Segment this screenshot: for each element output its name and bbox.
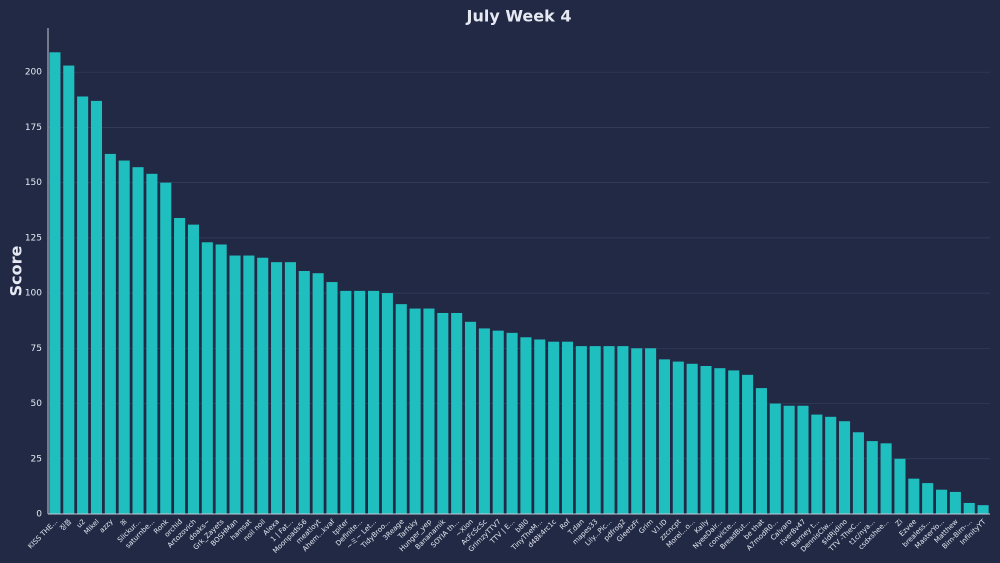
bar xyxy=(492,330,504,514)
bar xyxy=(132,167,144,514)
bar xyxy=(548,341,560,514)
y-tick-label: 125 xyxy=(25,233,42,243)
bar xyxy=(797,405,809,514)
bar xyxy=(118,160,130,514)
bar xyxy=(825,416,837,514)
bar xyxy=(631,348,643,514)
bar xyxy=(409,308,421,514)
bar xyxy=(714,368,726,514)
bar xyxy=(963,502,975,514)
bar xyxy=(672,361,684,514)
chart-title: July Week 4 xyxy=(466,7,572,26)
bar xyxy=(451,312,463,514)
y-tick-label: 75 xyxy=(31,344,42,354)
bar xyxy=(645,348,657,514)
y-tick-label: 200 xyxy=(25,68,42,78)
y-tick-label: 150 xyxy=(25,178,42,188)
x-tick-label: ꕤ xyxy=(119,518,129,528)
y-tick-label: 0 xyxy=(36,510,42,520)
bar xyxy=(866,441,878,514)
bar xyxy=(229,255,241,514)
bar xyxy=(894,458,906,514)
bar xyxy=(104,153,116,514)
y-tick-label: 100 xyxy=(25,289,42,299)
bar xyxy=(769,403,781,514)
bar xyxy=(589,346,601,514)
bar xyxy=(534,339,546,514)
bar xyxy=(575,346,587,514)
x-tick-label: Mikel xyxy=(82,518,100,536)
bar xyxy=(783,405,795,514)
y-axis-label: Score xyxy=(7,245,26,296)
bar xyxy=(284,262,296,514)
bar xyxy=(755,388,767,514)
bar xyxy=(381,293,393,514)
y-tick-label: 50 xyxy=(31,399,43,409)
bar xyxy=(728,370,740,514)
bar xyxy=(243,255,255,514)
bar xyxy=(90,100,103,515)
bar xyxy=(908,478,920,514)
bar xyxy=(700,365,712,514)
bar xyxy=(561,341,574,514)
bar xyxy=(949,491,961,514)
bar xyxy=(395,304,407,514)
bar xyxy=(603,346,615,514)
bar xyxy=(811,414,823,514)
bar xyxy=(839,421,851,514)
bar xyxy=(742,374,754,514)
bar xyxy=(437,312,449,514)
bar xyxy=(977,505,989,514)
bar xyxy=(658,359,670,514)
bar xyxy=(257,257,269,514)
bar xyxy=(63,65,75,515)
bar xyxy=(340,290,352,514)
bar xyxy=(215,244,227,514)
y-tick-label: 175 xyxy=(25,123,42,133)
bar xyxy=(368,290,380,514)
bar xyxy=(160,182,172,515)
bar xyxy=(935,489,948,514)
x-tick-label: azzy xyxy=(98,518,115,535)
bar xyxy=(464,321,477,514)
y-tick-label: 25 xyxy=(31,454,42,464)
bar xyxy=(478,328,490,514)
bar xyxy=(201,242,213,515)
bar xyxy=(354,290,366,514)
bar xyxy=(146,173,158,515)
bar xyxy=(187,224,199,515)
bar xyxy=(506,332,518,514)
bar xyxy=(271,262,283,514)
bar xyxy=(617,346,629,514)
bar xyxy=(520,337,532,514)
bar xyxy=(49,52,61,515)
bar xyxy=(77,96,89,515)
bar xyxy=(852,432,864,514)
bar xyxy=(922,483,934,514)
bar xyxy=(686,363,698,514)
x-tick-label: 징쯥 xyxy=(58,517,74,533)
bar xyxy=(312,273,324,514)
bar xyxy=(174,217,186,514)
x-tick-label: u2 xyxy=(75,518,87,530)
bar xyxy=(880,443,892,514)
bar xyxy=(423,308,435,514)
bar xyxy=(298,271,310,514)
bar xyxy=(326,282,338,514)
x-tick-label: KISS THE... xyxy=(27,518,60,551)
x-tick-label: Zi xyxy=(894,518,904,528)
